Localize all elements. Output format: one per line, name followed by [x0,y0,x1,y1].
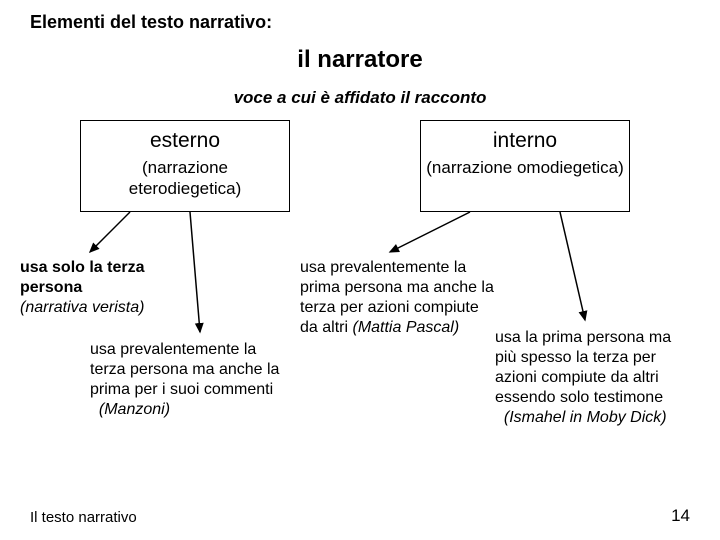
leaf-note: (Mattia Pascal) [352,319,459,336]
leaf-terza-persona: usa solo la terza persona (narrativa ver… [20,258,200,318]
main-heading: il narratore [0,46,720,74]
leaf-note: (narrativa verista) [20,299,144,316]
footer-title: Il testo narrativo [30,509,137,526]
arrow [390,212,470,252]
leaf-testimone: usa la prima persona ma più spesso la te… [495,328,695,428]
leaf-note: (Ismahel in Moby Dick) [504,409,667,426]
box-esterno-sub: (narrazione eterodiegetica) [85,157,285,200]
leaf-main: usa solo la terza persona [20,259,145,296]
slide-title: Elementi del testo narrativo: [30,12,272,33]
leaf-prima-e-terza: usa prevalentemente la prima persona ma … [300,258,495,338]
arrow [560,212,585,320]
page-number: 14 [671,506,690,526]
box-interno-title: interno [425,129,625,153]
subheading: voce a cui è affidato il racconto [0,88,720,108]
leaf-note: (Manzoni) [99,401,170,418]
box-interno: interno (narrazione omodiegetica) [420,120,630,212]
leaf-main: usa la prima persona ma più spesso la te… [495,329,671,406]
box-esterno: esterno (narrazione eterodiegetica) [80,120,290,212]
leaf-terza-e-prima: usa prevalentemente la terza persona ma … [90,340,290,420]
box-esterno-title: esterno [85,129,285,153]
box-interno-sub: (narrazione omodiegetica) [425,157,625,178]
arrow [90,212,130,252]
leaf-main: usa prevalentemente la terza persona ma … [90,341,279,398]
